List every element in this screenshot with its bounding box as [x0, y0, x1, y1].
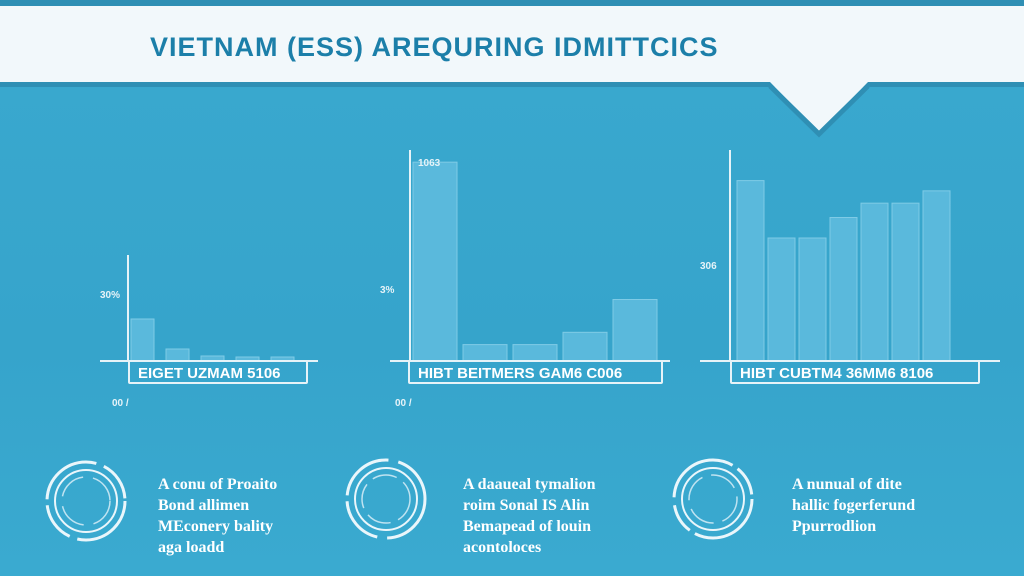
- bar-2: [462, 344, 508, 362]
- banner-top-strip: [0, 0, 1024, 6]
- chart-1-y-tick-mid: 30%: [100, 290, 121, 301]
- ring-icon-1: [45, 460, 127, 542]
- banner-notch: [768, 82, 870, 138]
- notch-fill: [770, 82, 868, 132]
- bar-chart-3: [700, 150, 1000, 362]
- ring-icon-3: [672, 458, 754, 540]
- chart-1-axis-caption: EIGET UZMAM 5106: [128, 360, 308, 384]
- chart-2-y-tick-bottom: 00 /: [395, 398, 412, 409]
- bar-1: [130, 318, 155, 362]
- page-title: VIETNAM (ESS) AREQURING IDMITTCICS: [150, 32, 719, 62]
- bar-7: [922, 190, 951, 362]
- bar-4: [562, 331, 608, 362]
- chart-3-axis-caption: HIBT CUBTM4 36MM6 8106: [730, 360, 980, 384]
- note-text-2: A daaueal tymalion roim Sonal IS Alin Be…: [463, 476, 596, 556]
- bar-5: [860, 202, 889, 362]
- ring-icon-2: [345, 458, 427, 540]
- bar-5: [612, 299, 658, 362]
- chart-2-y-tick-top: 1063: [418, 158, 441, 169]
- chart-3-y-tick-mid: 306: [700, 261, 717, 272]
- bar-chart-2: [390, 150, 670, 362]
- chart-1-y-tick-bottom: 00 /: [112, 398, 129, 409]
- bar-3: [798, 237, 827, 362]
- chart-2-axis-caption: HIBT BEITMERS GAM6 C006: [408, 360, 663, 384]
- bar-4: [829, 217, 858, 362]
- note-text-3: A nunual of dite hallic fogerferund Ppur…: [792, 476, 916, 535]
- bar-chart-1: [100, 255, 318, 362]
- title-banner: VIETNAM (ESS) AREQURING IDMITTCICS: [0, 0, 1024, 87]
- bar-1: [736, 180, 765, 362]
- bar-3: [512, 344, 558, 362]
- bar-6: [891, 202, 920, 362]
- notch-outline: [768, 84, 870, 138]
- bar-2: [767, 237, 796, 362]
- chart-2-y-tick-mid: 3%: [380, 285, 395, 296]
- note-text-1: A conu of Proaito Bond allimen MEconery …: [158, 476, 278, 556]
- bar-1: [412, 161, 458, 362]
